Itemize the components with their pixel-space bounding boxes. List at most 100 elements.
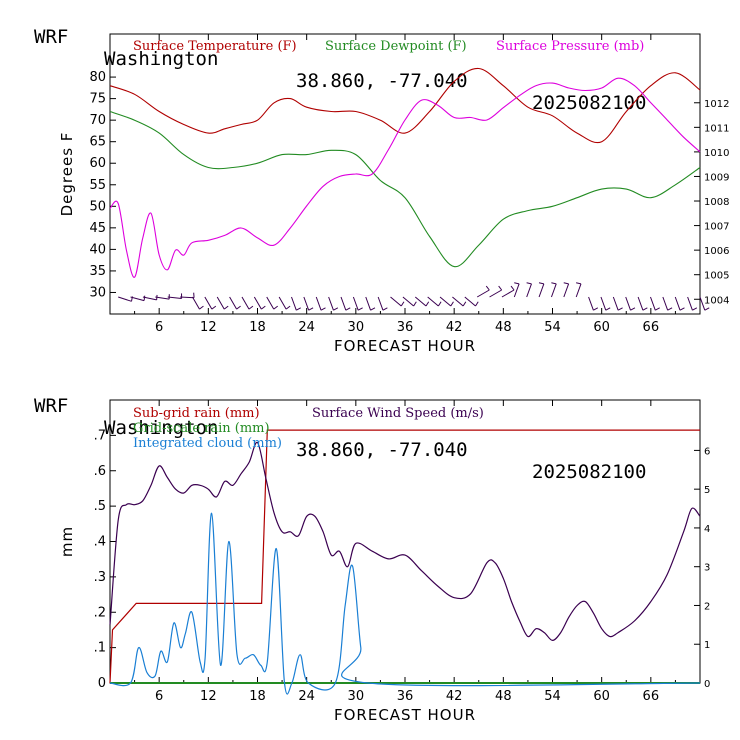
y-tick-label: 40 (89, 242, 106, 257)
y-tick-label: .1 (94, 641, 106, 656)
wind-barb (130, 296, 145, 302)
wind-barb (600, 296, 607, 311)
y2-tick-label: 0 (704, 679, 710, 690)
x-tick-label: 48 (495, 320, 512, 335)
x-tick-label: 42 (446, 320, 463, 335)
wind-barb-flag (236, 305, 241, 310)
wind-barb-flag (400, 301, 405, 307)
wind-barb (439, 296, 452, 307)
y2-tick-label: 2 (704, 601, 710, 612)
x-tick-label: 42 (446, 689, 463, 704)
wind-barb (414, 296, 427, 307)
x-tick-label: 18 (249, 320, 266, 335)
wind-barb (241, 296, 250, 310)
x-tick-label: 12 (200, 320, 217, 335)
x-tick-label: 18 (249, 689, 266, 704)
x-tick-label: 24 (298, 320, 315, 335)
y-tick-label: 35 (89, 264, 106, 279)
x-tick-label: 60 (593, 689, 610, 704)
x-tick-label: 6 (155, 320, 163, 335)
wind-barb-flag (273, 305, 279, 310)
wind-barb-flag (485, 285, 490, 291)
wind-barb (192, 296, 200, 310)
wind-barb-flag (510, 285, 515, 291)
wind-barb (204, 296, 213, 310)
wind-barb (674, 296, 681, 311)
wind-barb-flag (308, 307, 314, 311)
wind-barb (315, 296, 322, 311)
wind-barb (266, 296, 275, 310)
y-tick-label: 80 (89, 70, 106, 85)
wind-barb-flag (143, 295, 146, 301)
y2-tick-label: 1009 (704, 172, 729, 183)
y-tick-label: 50 (89, 199, 106, 214)
wind-barb (464, 296, 476, 307)
wind-barb (142, 296, 157, 301)
bottom-header-run: 2025082100 (532, 461, 647, 483)
wind-speed-line (109, 441, 701, 642)
wind-barb (575, 283, 582, 298)
y-tick-label: 70 (89, 113, 106, 128)
y-tick-label: .6 (94, 464, 106, 479)
wind-barb (662, 296, 669, 311)
x-tick-label: 54 (544, 320, 561, 335)
x-tick-label: 60 (593, 320, 610, 335)
wind-barb (216, 296, 225, 310)
y2-tick-label: 3 (704, 563, 710, 574)
wind-barb (612, 296, 619, 311)
wind-barb-flag (345, 307, 351, 311)
meteogram-precip-chart: 6 12 18 24 30 36 42 48 54 60 660.1.2.3.4.5.6.70123… (58, 399, 710, 724)
x-tick-label: 30 (348, 689, 365, 704)
wind-barb (180, 296, 195, 299)
wind-barb-flag (498, 285, 503, 291)
top-header-run: 2025082100 (532, 92, 647, 114)
dewpoint-line (109, 110, 701, 268)
wind-barb-flag (526, 282, 532, 285)
y2-tick-label: 1007 (704, 222, 729, 233)
wind-barb-flag (667, 307, 673, 311)
wind-barb-flag (475, 301, 479, 307)
y-tick-label: .5 (94, 499, 106, 514)
wind-barb-flag (199, 305, 204, 310)
y2-tick-label: 1006 (704, 246, 729, 257)
y-tick-label: .3 (94, 570, 106, 585)
wind-barb-flag (357, 307, 363, 311)
wind-barb (253, 296, 262, 310)
wind-barb-flag (285, 305, 291, 310)
wind-barb-flag (630, 307, 636, 311)
wind-barb (278, 296, 287, 310)
wind-barb (229, 296, 238, 310)
wind-barb (118, 296, 132, 302)
x-tick-label: 30 (348, 320, 365, 335)
y2-tick-label: 1011 (704, 123, 729, 134)
legend-entry: Integrated cloud (mm) (133, 436, 282, 451)
plot-frame (109, 33, 701, 315)
y-tick-label: 65 (89, 135, 106, 150)
wind-barb-flag (261, 305, 266, 310)
y-tick-label: 75 (89, 92, 106, 107)
wind-barb (476, 289, 490, 298)
wind-barb-flag (450, 301, 454, 307)
wind-barb (650, 296, 656, 311)
top-header-coords: 38.860, -77.040 (296, 70, 468, 92)
wind-barb-flag (655, 307, 660, 311)
wind-barb-flag (692, 307, 698, 311)
wind-barb (699, 296, 706, 311)
y2-tick-label: 1012 (704, 99, 729, 110)
wind-barb (501, 289, 515, 298)
meteogram-temperature-chart: 6 12 18 24 30 36 42 48 54 60 66 30 35 40 45 50 55 60 65 70 7… (58, 33, 729, 355)
y2-tick-label: 1004 (704, 295, 729, 306)
bottom-header: WRF Washington 38.860, -77.040 202508210… (0, 373, 646, 483)
wind-barb (687, 296, 693, 311)
wind-barb-flag (437, 301, 442, 307)
y2-tick-label: 1 (704, 640, 710, 651)
y-axis-title: Degrees F (58, 132, 76, 217)
y-tick-label: 0 (98, 676, 106, 691)
x-tick-label: 6 (155, 689, 163, 704)
x-tick-label: 66 (643, 689, 660, 704)
wind-barb (550, 283, 557, 298)
y-tick-label: .2 (94, 605, 106, 620)
wind-barb-flag (223, 305, 229, 310)
wind-barb-flag (538, 282, 544, 285)
top-header: WRF Washington 38.860, -77.040 202508210… (0, 4, 646, 114)
